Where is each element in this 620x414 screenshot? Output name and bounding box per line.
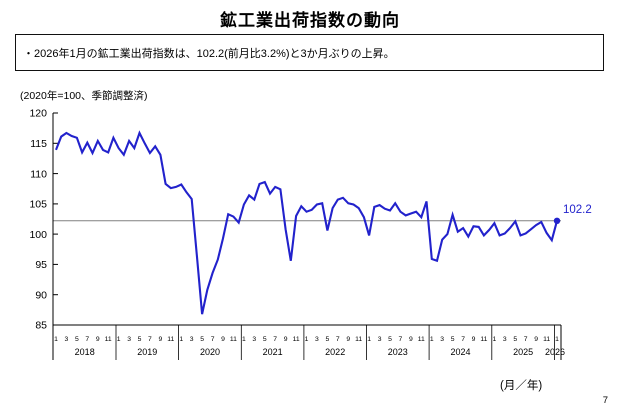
month-tick-label: 1 (117, 336, 121, 343)
y-tick-label: 105 (29, 199, 47, 211)
month-tick-label: 11 (105, 336, 112, 343)
month-tick-label: 1 (305, 336, 309, 343)
month-tick-label: 3 (378, 336, 382, 343)
month-tick-label: 3 (315, 336, 319, 343)
month-tick-label: 1 (555, 336, 559, 343)
month-tick-label: 9 (159, 336, 163, 343)
y-tick-label: 95 (35, 259, 47, 271)
month-tick-label: 11 (418, 336, 425, 343)
month-tick-label: 5 (326, 336, 330, 343)
month-tick-label: 11 (293, 336, 300, 343)
month-tick-label: 9 (346, 336, 350, 343)
month-tick-label: 7 (336, 336, 340, 343)
month-tick-label: 3 (127, 336, 131, 343)
month-tick-label: 3 (65, 336, 69, 343)
month-tick-label: 11 (543, 336, 550, 343)
y-tick-label: 115 (30, 138, 47, 150)
month-tick-label: 9 (96, 336, 100, 343)
y-tick-label: 100 (29, 229, 47, 241)
month-tick-label: 9 (284, 336, 288, 343)
data-line (55, 130, 559, 315)
year-label: 2023 (388, 347, 408, 357)
month-tick-label: 9 (409, 336, 413, 343)
month-tick-label: 5 (451, 336, 455, 343)
month-tick-label: 1 (430, 336, 434, 343)
y-tick-label: 120 (29, 108, 47, 120)
summary-callout-text: ・2026年1月の鉱工業出荷指数は、102.2(前月比3.2%)と3か月ぶりの上… (23, 47, 395, 60)
axis-note: (2020年=100、季節調整済) (20, 90, 148, 102)
month-tick-label: 11 (167, 336, 174, 343)
month-tick-label: 3 (440, 336, 444, 343)
y-tick-label: 90 (35, 289, 47, 301)
month-tick-label: 7 (211, 336, 215, 343)
month-tick-label: 9 (221, 336, 225, 343)
month-tick-label: 7 (148, 336, 152, 343)
month-tick-label: 3 (252, 336, 256, 343)
month-tick-label: 1 (367, 336, 371, 343)
month-tick-label: 5 (138, 336, 142, 343)
summary-callout-box: ・2026年1月の鉱工業出荷指数は、102.2(前月比3.2%)と3か月ぶりの上… (15, 34, 604, 71)
y-tick-label: 85 (35, 320, 47, 332)
month-tick-label: 5 (513, 336, 517, 343)
page-title: 鉱工業出荷指数の動向 (220, 11, 400, 30)
month-tick-label: 5 (388, 336, 392, 343)
last-point-marker (553, 217, 561, 224)
page-number: 7 (602, 395, 608, 406)
month-tick-label: 7 (399, 336, 403, 343)
last-value-label: 102.2 (563, 204, 592, 216)
month-tick-label: 11 (480, 336, 487, 343)
month-tick-label: 5 (200, 336, 204, 343)
month-tick-label: 9 (534, 336, 538, 343)
year-label: 2025 (513, 347, 533, 357)
year-label: 2024 (450, 347, 470, 357)
month-tick-label: 11 (230, 336, 237, 343)
month-tick-label: 5 (75, 336, 79, 343)
year-label: 2018 (75, 347, 95, 357)
month-tick-label: 1 (54, 336, 58, 343)
month-tick-label: 7 (461, 336, 465, 343)
month-tick-label: 7 (524, 336, 528, 343)
month-tick-label: 1 (179, 336, 183, 343)
month-tick-label: 3 (190, 336, 194, 343)
month-tick-label: 7 (273, 336, 277, 343)
year-label: 2021 (263, 347, 283, 357)
year-label: 2020 (200, 347, 220, 357)
month-tick-label: 7 (85, 336, 89, 343)
year-label: 2019 (137, 347, 157, 357)
month-tick-label: 1 (493, 336, 497, 343)
y-tick-label: 110 (30, 168, 47, 180)
x-axis-unit-label: (月／年) (500, 380, 543, 392)
year-label: 2022 (325, 347, 345, 357)
month-tick-label: 3 (503, 336, 507, 343)
month-tick-label: 5 (263, 336, 267, 343)
month-tick-label: 1 (242, 336, 246, 343)
month-tick-label: 11 (355, 336, 362, 343)
month-tick-label: 9 (472, 336, 476, 343)
year-label: 2026 (545, 347, 565, 357)
